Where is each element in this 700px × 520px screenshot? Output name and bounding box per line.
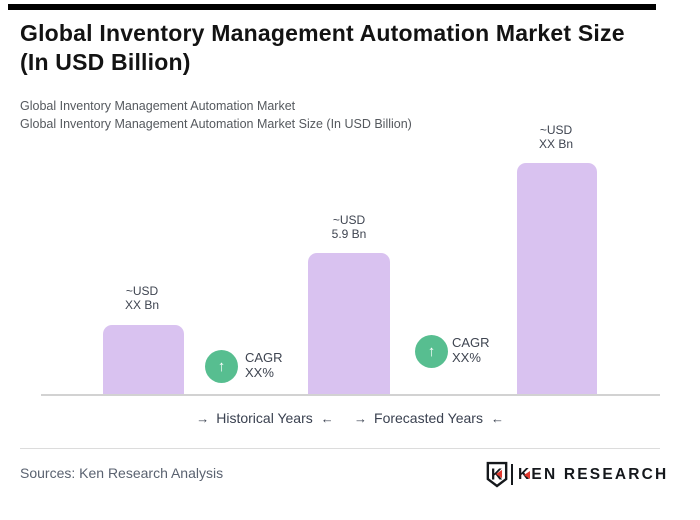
chart-subtitle: Global Inventory Management Automation M… [20, 97, 620, 133]
axis-group-historical: → Historical Years ← [180, 410, 350, 426]
page-title: Global Inventory Management Automation M… [20, 20, 625, 75]
cagr-up-arrow-icon: ↑ [205, 350, 238, 383]
arrow-left-icon: ← [490, 411, 504, 426]
bar-value-line1: ~USD [332, 213, 366, 227]
red-triangle-icon [524, 470, 530, 479]
bar-current [308, 253, 390, 395]
axis-group-label: Forecasted Years [374, 410, 483, 426]
axis-group-label: Historical Years [216, 410, 313, 426]
footer-divider [20, 448, 660, 449]
cagr-value: XX% [245, 364, 274, 380]
up-arrow-glyph: ↑ [427, 343, 436, 360]
x-axis-line [41, 394, 660, 396]
bar-historical [103, 325, 184, 395]
arrow-right-icon: → [196, 411, 210, 426]
cagr-label: CAGR [452, 335, 490, 350]
cagr-value: XX% [452, 349, 481, 365]
bar-value-line2: XX Bn [124, 298, 160, 312]
ken-research-shield-icon: K [486, 461, 508, 488]
ken-research-logo: K K EN RESEARCH [486, 460, 668, 489]
bar-value-line1: ~USD [539, 123, 573, 137]
logo-separator [511, 464, 513, 485]
bar-value-line1: ~USD [125, 284, 159, 298]
bar-value-line2: 5.9 Bn [331, 227, 367, 241]
up-arrow-glyph: ↑ [217, 358, 226, 375]
bar-value-line2: XX Bn [538, 137, 574, 151]
cagr-annotation: CAGR XX% [245, 350, 283, 380]
arrow-right-icon: → [354, 411, 368, 426]
logo-wordmark: K EN RESEARCH [518, 466, 668, 484]
chart-subtitle-line1: Global Inventory Management Automation M… [20, 99, 296, 113]
bar-value-label: ~USD 5.9 Bn [289, 213, 409, 241]
bar-value-label: ~USD XX Bn [496, 123, 616, 151]
arrow-left-icon: ← [320, 411, 334, 426]
logo-rest-text: EN RESEARCH [531, 465, 669, 483]
bar-value-label: ~USD XX Bn [82, 284, 202, 312]
chart-subtitle-line2: Global Inventory Management Automation M… [20, 117, 412, 131]
sources-text: Sources: Ken Research Analysis [20, 465, 224, 481]
bar-forecast [517, 163, 597, 395]
cagr-annotation: CAGR XX% [452, 335, 490, 365]
cagr-up-arrow-icon: ↑ [415, 335, 448, 368]
cagr-label: CAGR [245, 350, 283, 365]
axis-group-forecasted: → Forecasted Years ← [344, 410, 514, 426]
logo-k-letter: K [518, 465, 532, 483]
top-divider-bar [8, 4, 656, 10]
svg-text:K: K [491, 467, 503, 484]
